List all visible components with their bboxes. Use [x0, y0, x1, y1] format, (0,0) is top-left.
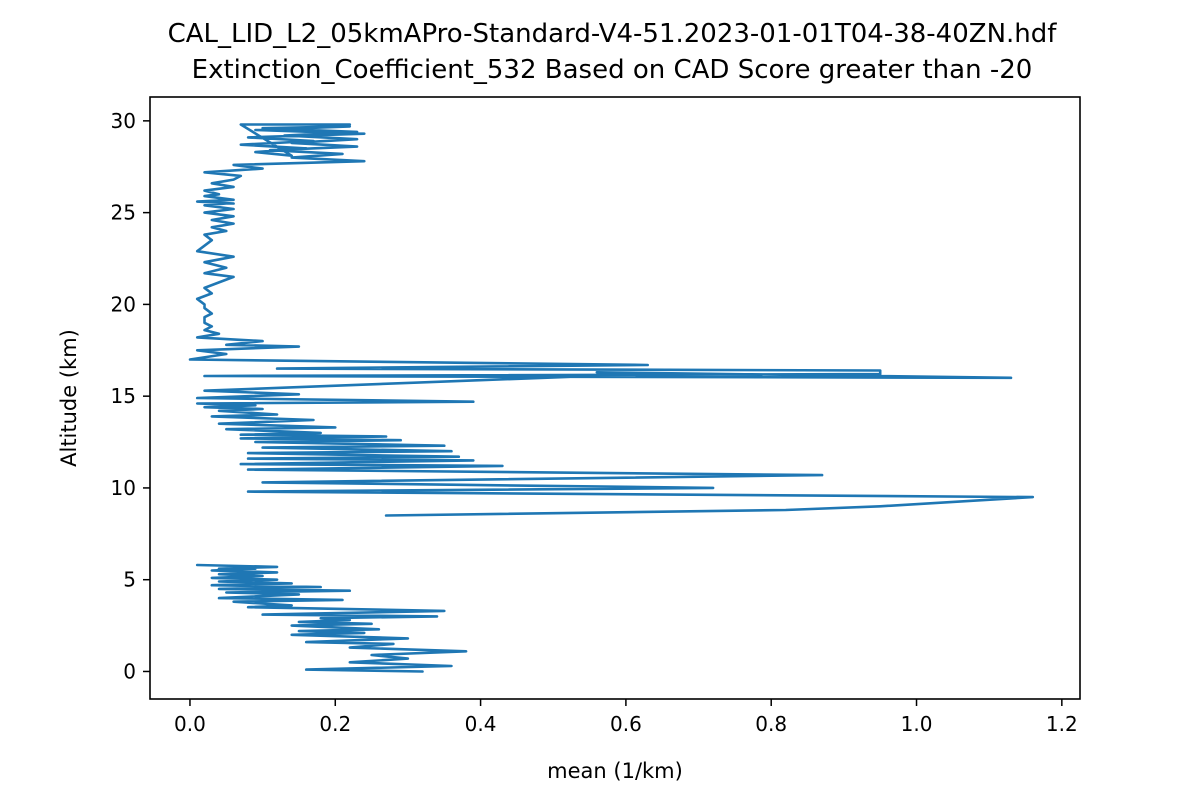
- chart-subtitle: Extinction_Coefficient_532 Based on CAD …: [192, 55, 1033, 85]
- x-tick-label: 0.8: [755, 712, 787, 736]
- y-tick-label: 10: [111, 476, 136, 500]
- y-tick-label: 5: [123, 568, 136, 592]
- series-line-0: [195, 563, 468, 673]
- series-line-1: [188, 123, 1035, 517]
- x-axis-ticks: 0.0 0.2 0.4 0.6 0.8 1.0 1.2: [174, 699, 1078, 736]
- x-tick-label: 0.6: [610, 712, 642, 736]
- y-axis-ticks: 0 5 10 15 20 25 30: [111, 109, 150, 683]
- y-tick-label: 25: [111, 201, 136, 225]
- y-axis-label: Altitude (km): [57, 329, 81, 467]
- y-tick-label: 0: [123, 659, 136, 683]
- x-tick-label: 1.2: [1046, 712, 1078, 736]
- chart-title: CAL_LID_L2_05kmAPro-Standard-V4-51.2023-…: [168, 19, 1058, 49]
- x-tick-label: 1.0: [901, 712, 933, 736]
- plot-frame: [149, 96, 1081, 700]
- y-tick-label: 30: [111, 109, 136, 133]
- x-tick-label: 0.2: [319, 712, 351, 736]
- y-tick-label: 20: [111, 292, 136, 316]
- x-axis-label: mean (1/km): [547, 759, 683, 783]
- x-tick-label: 0.0: [174, 712, 206, 736]
- series-layer: [188, 123, 1035, 673]
- x-tick-label: 0.4: [465, 712, 497, 736]
- plot-area: [149, 96, 1081, 700]
- y-tick-label: 15: [111, 384, 136, 408]
